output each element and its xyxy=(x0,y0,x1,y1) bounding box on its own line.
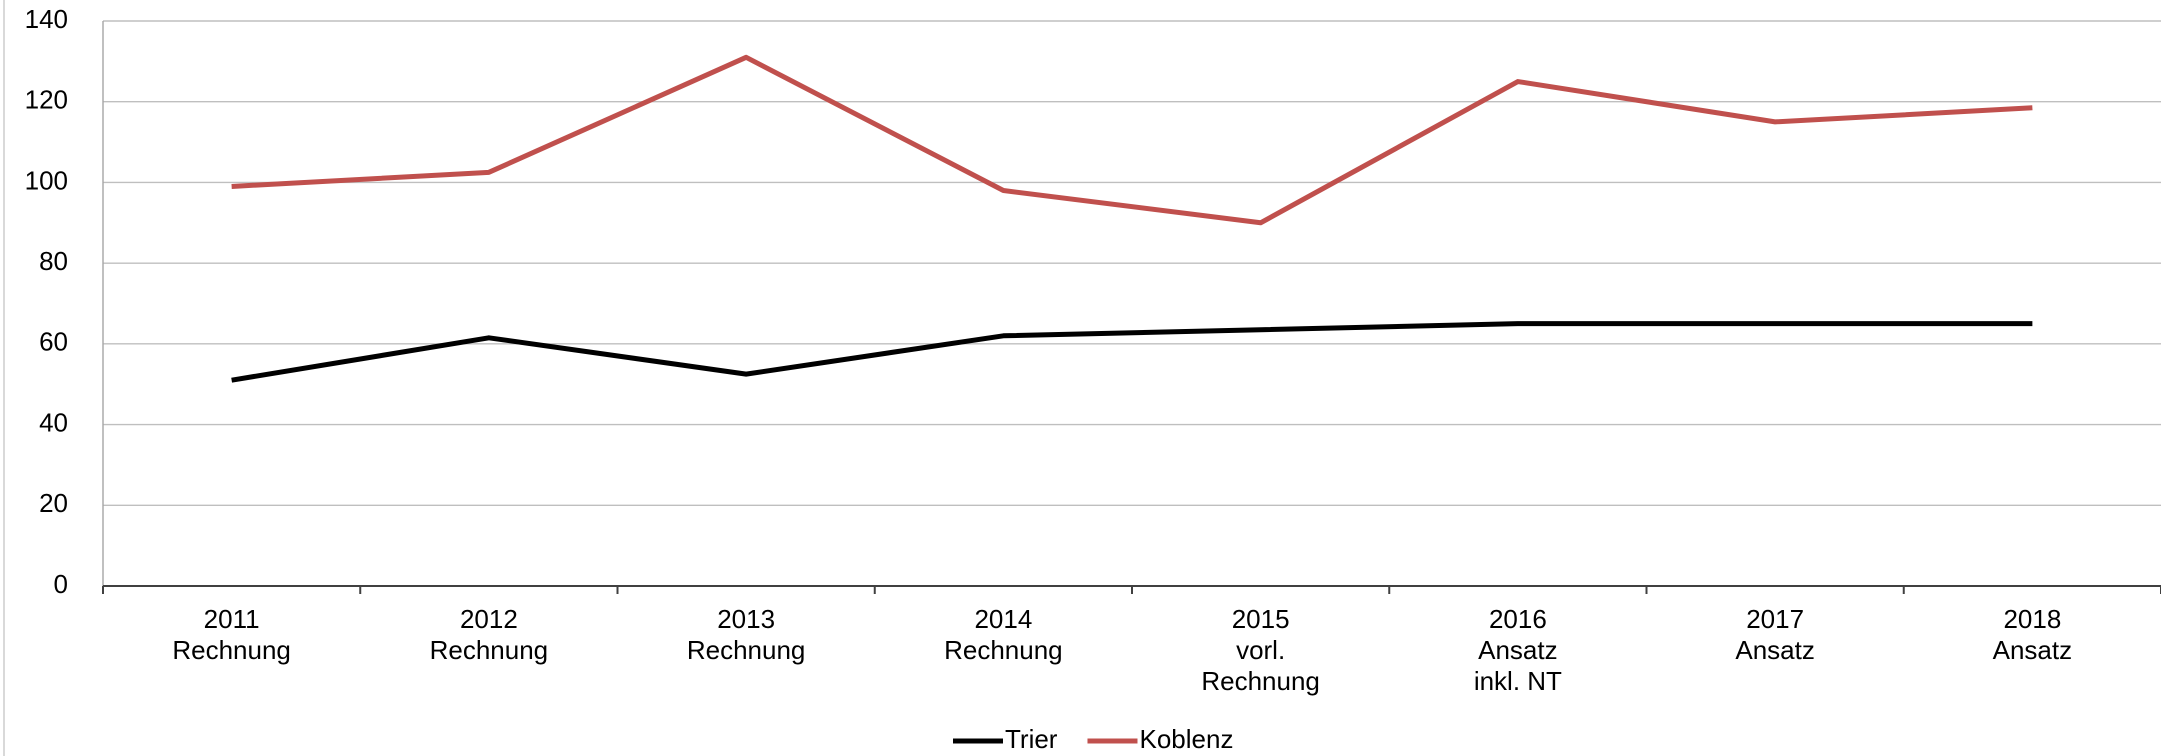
y-tick-label: 100 xyxy=(25,165,68,195)
x-tick-label-line: 2018 xyxy=(2003,604,2061,634)
y-tick-label: 20 xyxy=(39,488,68,518)
x-tick-label-line: 2013 xyxy=(717,604,775,634)
line-series xyxy=(231,54,2033,226)
y-tick-label: 60 xyxy=(39,327,68,357)
x-tick-label: 2012 Rechnung xyxy=(430,604,549,665)
x-tick-label: 2013 Rechnung xyxy=(687,604,806,665)
x-tick-label-line: 2011 xyxy=(204,604,260,634)
legend-label: Koblenz xyxy=(1139,724,1233,754)
x-tick-label-line: Rechnung xyxy=(944,635,1063,665)
x-tick-label-line: vorl. xyxy=(1236,635,1285,665)
y-tick-label: 40 xyxy=(39,407,68,437)
legend-label: Trier xyxy=(1005,724,1058,754)
x-tick-label-line: 2016 xyxy=(1489,604,1547,634)
x-tick-label-line: Rechnung xyxy=(172,635,291,665)
x-tick-label: 2014 Rechnung xyxy=(944,604,1063,665)
x-tick-label-line: 2017 xyxy=(1746,604,1804,634)
line-series xyxy=(231,321,2033,383)
x-tick-label: 2017 Ansatz xyxy=(1735,604,1815,665)
x-tick-label-line: Rechnung xyxy=(687,635,806,665)
y-tick-label: 120 xyxy=(25,85,68,115)
x-tick-label-line: inkl. NT xyxy=(1474,666,1562,696)
x-tick-label-line: 2012 xyxy=(460,604,518,634)
x-tick-label: 2011 Rechnung xyxy=(172,604,291,665)
y-tick-label: 0 xyxy=(54,569,68,599)
x-tick-label-line: 2014 xyxy=(974,604,1032,634)
x-tick-label-line: 2015 xyxy=(1232,604,1290,634)
y-tick-label: 80 xyxy=(39,246,68,276)
x-tick-label: 2015 vorl. Rechnung xyxy=(1201,604,1320,696)
x-tick-label-line: Ansatz xyxy=(1735,635,1815,665)
y-tick-label: 140 xyxy=(25,4,68,34)
x-tick-label: 2016 Ansatz inkl. NT xyxy=(1474,604,1562,696)
x-tick-label-line: Rechnung xyxy=(1201,666,1320,696)
x-tick-label: 2018 Ansatz xyxy=(1993,604,2073,665)
x-tick-label-line: Ansatz xyxy=(1993,635,2073,665)
x-tick-label-line: Rechnung xyxy=(430,635,549,665)
x-tick-label-line: Ansatz xyxy=(1478,635,1558,665)
